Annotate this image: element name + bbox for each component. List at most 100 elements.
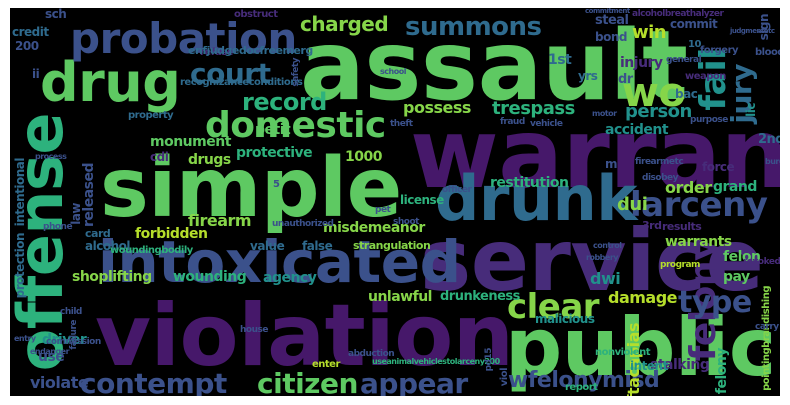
word-weapon: weapon (685, 71, 726, 82)
word-released: released (81, 163, 97, 227)
word-citizen: citizen (257, 367, 358, 397)
word-license: license (400, 193, 444, 207)
word-card: card (85, 227, 111, 240)
word-public: public (505, 301, 776, 394)
word-monument: monument (150, 134, 231, 150)
word-school: school (380, 67, 406, 76)
word-win: win (632, 22, 667, 43)
word-abduction: abduction (348, 349, 395, 359)
word-child: child (60, 307, 82, 317)
word-intentional: intentional (13, 158, 27, 227)
word-phone: phone (43, 222, 73, 232)
word-safety: safety (291, 58, 301, 87)
word-force: force (702, 160, 735, 174)
word-commit: commit (670, 17, 718, 31)
word-firearmetc: firearmetc (635, 157, 684, 167)
word-obstruct: obstruct (234, 9, 278, 20)
word-theft: theft (390, 119, 413, 129)
word-shoot: shoot (393, 217, 419, 227)
word-blood: blood (755, 47, 780, 58)
word-wounding: wounding (173, 269, 247, 285)
word-vehicle: vehicle (530, 119, 563, 129)
word-officer: officer (442, 185, 472, 195)
word-strangulation: strangulation (353, 239, 431, 252)
word-charged: charged (300, 12, 389, 36)
word-process: process (35, 152, 67, 161)
word-unauthorized: unauthorized (272, 219, 334, 229)
word-entry: entry (14, 334, 36, 343)
word-commitment: commitment (585, 8, 630, 15)
word-steal: steal (595, 13, 629, 28)
word-firearm: firearm (188, 211, 252, 230)
word-dui: dui (617, 194, 648, 215)
word-value: value (250, 239, 285, 253)
word-credit: credit (12, 25, 49, 39)
word-summons: summons (405, 12, 542, 42)
word-stalking: stalking (650, 357, 710, 373)
word-forgery: forgery (700, 45, 739, 56)
word-driver: driver (42, 332, 87, 348)
word-m: m (605, 157, 618, 171)
word-clear: clear (507, 287, 600, 327)
word-dwi: dwi (590, 269, 621, 288)
word-judgmentetc: judgmentetc (730, 27, 775, 35)
word-enter: enter (312, 359, 340, 370)
word-contempt: contempt (80, 367, 227, 397)
word-pointingbrandishing: pointingbrandishing (761, 286, 772, 391)
word-refuse: refuse (200, 47, 233, 58)
word-record: record (242, 88, 327, 116)
word-grand: grand (713, 179, 757, 195)
word-bond: bond (595, 30, 627, 44)
word-carry: carry (755, 322, 779, 332)
word-drugs: drugs (188, 152, 231, 168)
word-lic: lic (744, 103, 758, 117)
word-general: general (666, 55, 702, 65)
word-service: service (420, 211, 764, 311)
word-yrs: yrs (578, 69, 598, 83)
word-viol: viol (499, 368, 510, 387)
word-ii: ii (32, 67, 40, 81)
word-misdemeanor: misdemeanor (323, 220, 425, 236)
word-cdi: cdi (150, 150, 169, 164)
word-5: 5 (273, 179, 280, 190)
word-alcoholbreathalyzer: alcoholbreathalyzer (632, 9, 724, 19)
word-false: false (302, 239, 333, 253)
word-fraud: fraud (500, 117, 525, 127)
word-motor: motor (592, 109, 617, 118)
word-intent: intent (630, 359, 668, 373)
word-drug: drug (40, 51, 181, 114)
word-bac: bac (675, 87, 698, 101)
word-forbidden: forbidden (135, 226, 208, 242)
word-pet: pet (375, 205, 391, 215)
word-use: use (38, 349, 65, 365)
word-probation: probation (70, 14, 297, 63)
word-malicious: malicious (535, 312, 595, 326)
word-shoplifting: shoplifting (72, 269, 152, 285)
word-10: 10 (688, 39, 701, 50)
word-injury: injury (620, 55, 663, 71)
word-2nd: 2nd (758, 132, 780, 147)
word-disobey: disobey (642, 173, 678, 183)
word-200: 200 (15, 39, 39, 53)
word-violation: violation (95, 286, 514, 386)
word-commission: commission (46, 337, 101, 347)
word-burglary: burglary (765, 157, 780, 166)
word-endanger: endanger (30, 347, 70, 356)
word-sch: sch (45, 8, 67, 21)
word-results: results (662, 220, 702, 233)
word-pd15: pd15 (484, 348, 494, 372)
word-property: property (128, 110, 174, 121)
word-3rd: 3rd (642, 219, 662, 232)
word-type: type (678, 285, 752, 320)
word-drunkeness: drunkeness (440, 289, 520, 304)
word-wo: wo (622, 70, 686, 116)
word-restitution: restitution (490, 175, 569, 191)
word-1000: 1000 (345, 149, 382, 165)
word-accident: accident (605, 122, 669, 138)
word-court: court (190, 57, 271, 90)
word-wfelonymisd: wfelonymisd (508, 368, 660, 393)
word-program: program (660, 260, 700, 270)
word-domestic: domestic (205, 105, 386, 146)
word-pay: pay (723, 269, 750, 285)
word-warrant: warrant (410, 98, 780, 210)
